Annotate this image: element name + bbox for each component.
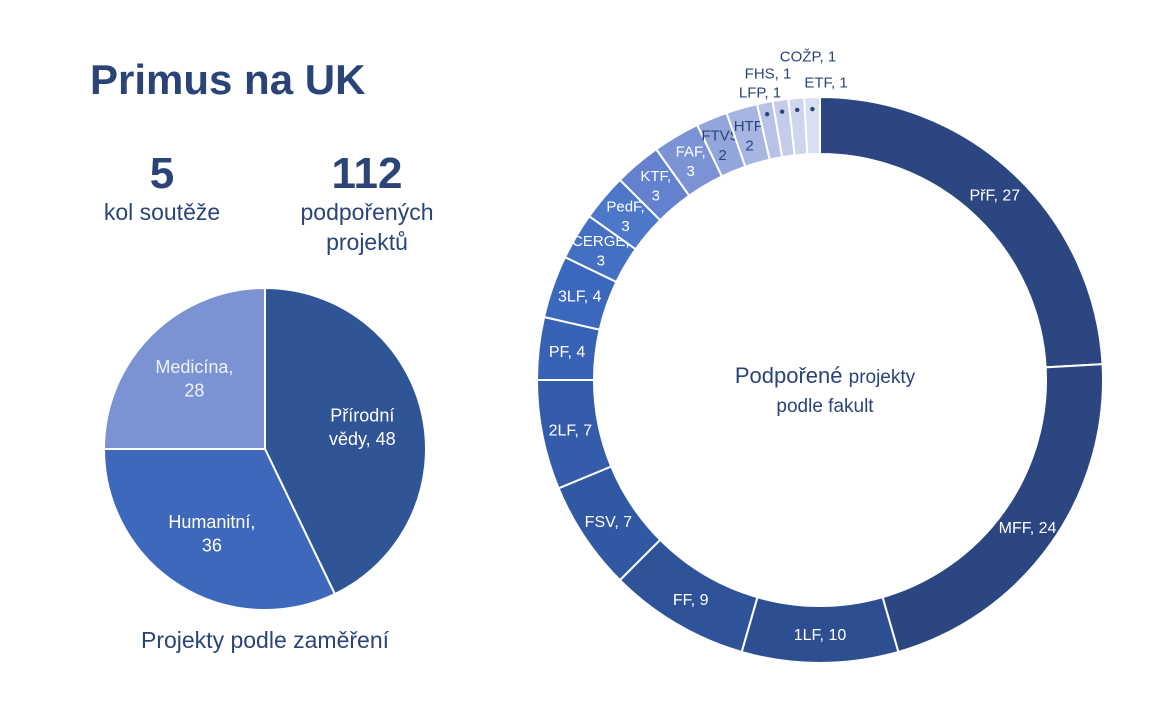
donut-label-cerge-line: 3 (597, 253, 605, 270)
donut-label-pedf: PedF, 3 (606, 198, 644, 235)
donut-label-htf: HTF, 2 (734, 118, 766, 155)
donut-leader-dot-etf (810, 106, 815, 112)
donut-label-2lf: 2LF, 7 (549, 422, 593, 439)
donut-label-pedf-line: 3 (621, 218, 629, 235)
donut-title-part3: podle fakult (776, 395, 874, 417)
stat-rounds-label: kol soutěže (103, 199, 221, 226)
donut-slice-prf (819, 95, 1104, 369)
donut-label-lfp: LFP, 1 (739, 84, 781, 101)
donut-label-cerge-line: CERGE, (572, 233, 630, 250)
donut-label-cerge: CERGE, 3 (572, 233, 630, 270)
pie-label-medicina-line: 28 (184, 380, 204, 400)
pie-label-medicina: Medicína, 28 (155, 357, 233, 400)
donut-chart-title: Podpořené projekty podle fakult (690, 362, 960, 419)
donut-label-pedf-line: PedF, (606, 198, 644, 215)
donut-label-ff: FF, 9 (673, 592, 709, 609)
page-title: Primus na UK (90, 56, 366, 103)
pie-label-prirodni-vedy: Přírodní vědy, 48 (329, 405, 396, 448)
pie-label-humanitni: Humanitní, 36 (168, 512, 255, 555)
donut-label-fhs: FHS, 1 (745, 65, 792, 82)
donut-label-faf: FAF, 3 (676, 143, 706, 180)
donut-label-fhs-line: FHS, 1 (745, 65, 792, 82)
pie-slice-medicina (102, 286, 266, 450)
donut-label-mff: MFF, 24 (999, 520, 1057, 537)
pie-chart-title: Projekty podle zaměření (140, 627, 389, 653)
donut-label-prf: PřF, 27 (969, 188, 1020, 205)
pie-label-prirodni-vedy-line: Přírodní (330, 405, 394, 425)
donut-label-faf-line: 3 (687, 163, 695, 180)
donut-label-fsv: FSV, 7 (585, 514, 633, 531)
stat-rounds-value: 5 (149, 149, 175, 198)
donut-label-fsv-line: FSV, 7 (585, 514, 633, 531)
donut-label-ktf: KTF, 3 (640, 168, 671, 205)
pie-label-humanitni-line: 36 (202, 536, 222, 556)
donut-label-ktf-line: KTF, (640, 168, 671, 185)
donut-label-ff-line: FF, 9 (673, 592, 709, 609)
donut-label-pf-line: PF, 4 (549, 344, 586, 361)
donut-label-1lf: 1LF, 10 (794, 627, 847, 644)
stat-projects: 112 podpořených projektů (284, 149, 450, 258)
donut-label-lfp-line: LFP, 1 (739, 84, 781, 101)
donut-label-ktf-line: 3 (652, 188, 660, 205)
donut-leader-dot-fhs (779, 109, 785, 114)
stat-projects-value: 112 (331, 149, 403, 198)
donut-label-cozp: COŽP, 1 (780, 48, 836, 65)
donut-label-1lf-line: 1LF, 10 (794, 627, 847, 644)
donut-leader-dot-cozp (795, 107, 800, 113)
stat-projects-label-line2: projektů (326, 229, 408, 256)
donut-label-etf-line: ETF, 1 (804, 74, 847, 91)
donut-title-part2: projekty (848, 367, 916, 388)
donut-chart-faculties: PřF, 27 MFF, 24 1LF, 10 FF, 9 FSV, 7 2LF, 7 PF… (535, 48, 1104, 664)
donut-title-part1: Podpořené (734, 363, 843, 388)
donut-label-htf-line: 2 (745, 137, 753, 154)
pie-slice-prirodni-vedy (264, 286, 427, 596)
stat-projects-label-line1: podpořených (300, 199, 434, 226)
donut-label-3lf-line: 3LF, 4 (558, 289, 602, 306)
donut-label-cozp-line: COŽP, 1 (780, 48, 836, 65)
pie-chart-focus: Přírodní vědy, 48 Humanitní, 36 Medicína, 28 (102, 286, 427, 611)
donut-label-etf: ETF, 1 (804, 74, 847, 91)
donut-slice-etf (803, 95, 821, 156)
donut-label-mff-line: MFF, 24 (999, 520, 1057, 537)
donut-leader-dot-lfp (764, 112, 770, 117)
donut-label-3lf: 3LF, 4 (558, 289, 602, 306)
donut-label-prf-line: PřF, 27 (969, 188, 1020, 205)
donut-label-2lf-line: 2LF, 7 (549, 422, 593, 439)
pie-label-humanitni-line: Humanitní, (168, 512, 255, 532)
donut-label-pf: PF, 4 (549, 344, 586, 361)
donut-label-faf-line: FAF, (676, 143, 706, 160)
pie-label-prirodni-vedy-line: vědy, 48 (329, 429, 396, 449)
pie-label-medicina-line: Medicína, (155, 357, 233, 377)
pie-slice-humanitni (102, 448, 337, 611)
donut-label-ftvs-line: 2 (718, 147, 726, 164)
stat-rounds: 5 kol soutěže (92, 149, 232, 228)
donut-label-htf-line: HTF, (734, 118, 766, 135)
